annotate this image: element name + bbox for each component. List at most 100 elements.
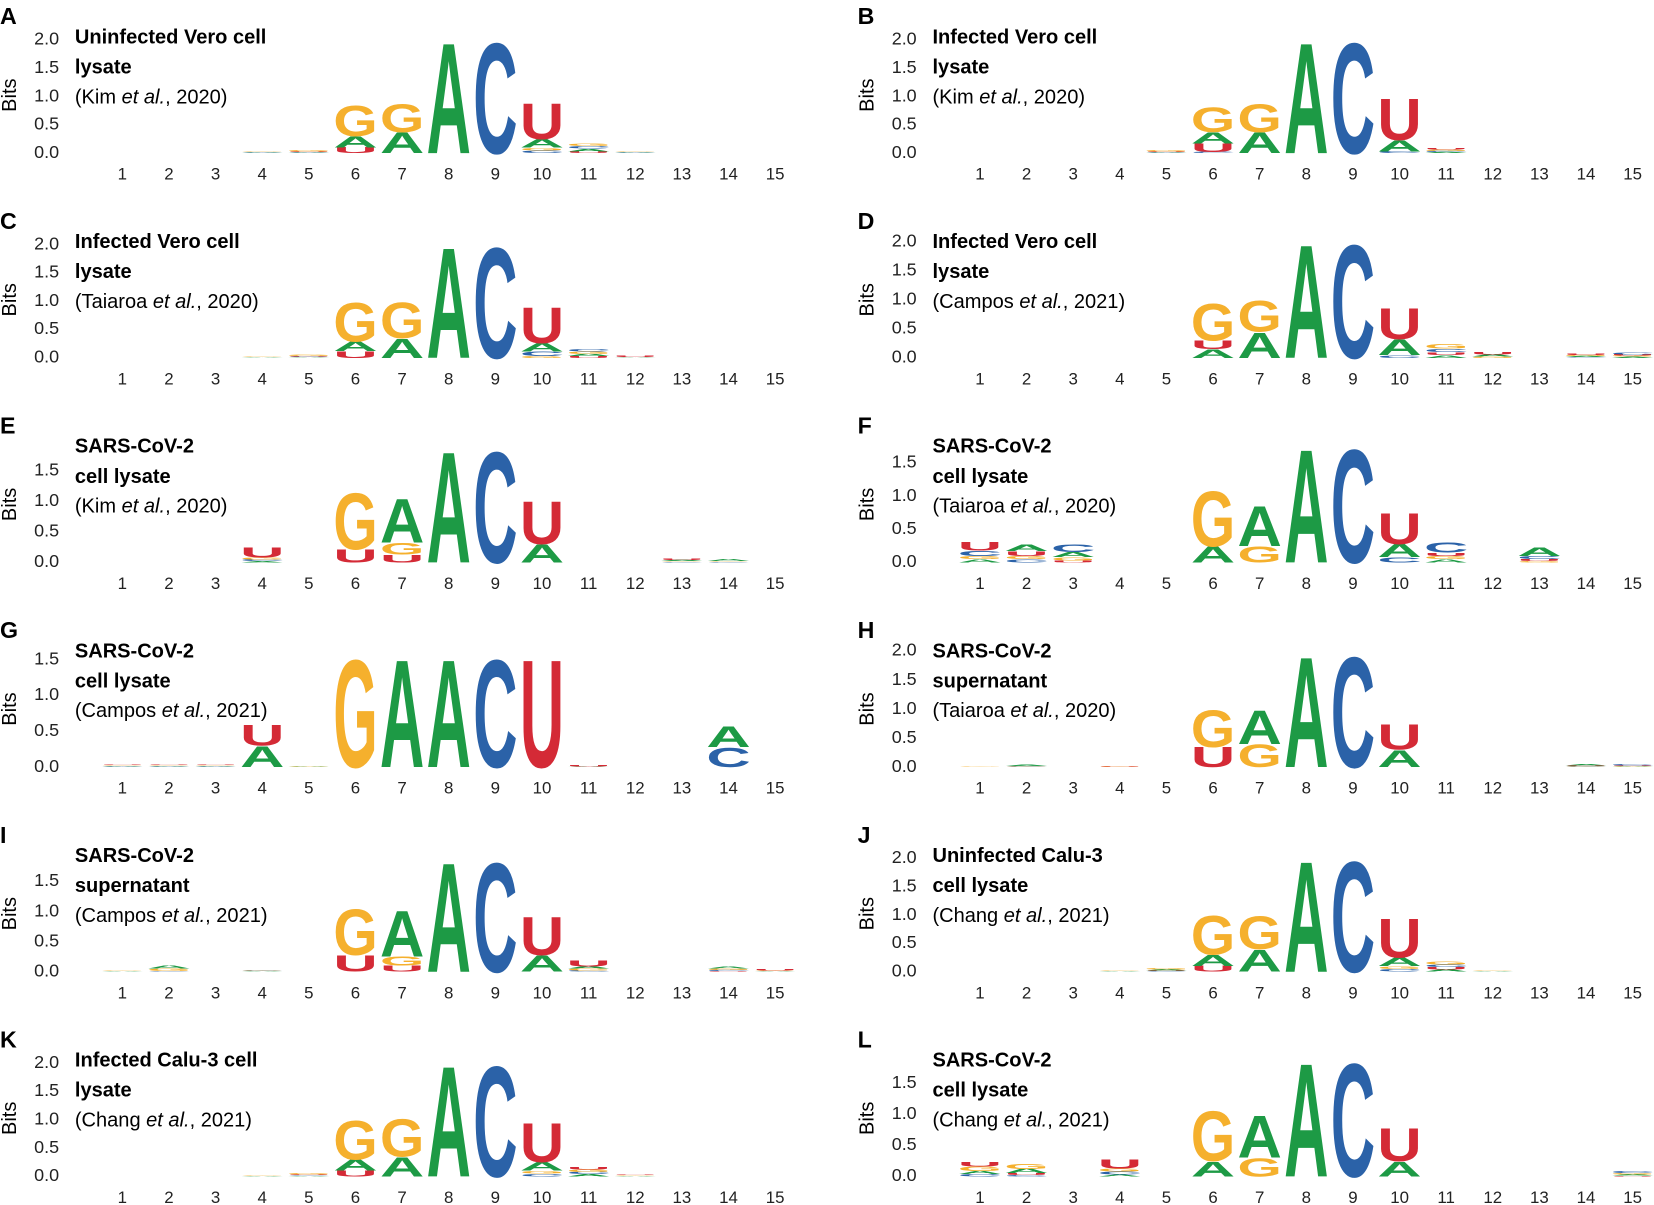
logo-letter: U: [380, 964, 424, 973]
logo-letter: A: [706, 559, 750, 562]
citation-part: et al.: [122, 496, 165, 518]
logo-letter: A: [333, 339, 377, 354]
panel-label: L: [858, 1026, 872, 1052]
x-tick-label: 4: [258, 369, 267, 388]
x-tick-label: 12: [1483, 1188, 1502, 1205]
x-tick-label: 4: [258, 983, 267, 1002]
logo-letter: G: [100, 765, 144, 766]
y-tick-label: 0.5: [34, 318, 59, 338]
panel-label: B: [858, 3, 875, 29]
citation-part: , 2021): [1047, 1110, 1109, 1132]
logo-letter: G: [333, 628, 377, 800]
logo-letter: A: [147, 766, 191, 767]
panel-label: C: [0, 208, 17, 234]
x-tick-label: 11: [1437, 369, 1455, 388]
x-tick-label: 15: [1623, 983, 1642, 1002]
logo-letter: C: [1611, 352, 1654, 355]
logo-letter: C: [1331, 1030, 1375, 1205]
x-tick-label: 7: [1255, 983, 1264, 1002]
logo-letter: A: [380, 899, 424, 971]
logo-letter: A: [427, 1034, 471, 1205]
logo-letter: A: [380, 628, 424, 800]
x-tick-label: 14: [1577, 1188, 1596, 1205]
logo-letter: U: [1424, 552, 1468, 557]
x-tick-label: 13: [1530, 574, 1549, 593]
x-tick-label: 12: [1483, 165, 1502, 184]
logo-letter: A: [1424, 354, 1468, 358]
logo-letter: G: [333, 97, 377, 146]
logo-letter: G: [566, 968, 610, 971]
y-axis-label: Bits: [856, 692, 878, 725]
logo-letter: G: [1191, 101, 1235, 141]
x-tick-label: 3: [211, 1188, 220, 1205]
logo-letter: G: [660, 561, 704, 562]
logo-letter: A: [1051, 550, 1095, 558]
x-tick-label: 14: [719, 165, 738, 184]
logo-letter: U: [1377, 1117, 1421, 1171]
logo-letter: A: [613, 357, 657, 358]
x-tick-label: 14: [719, 779, 738, 798]
citation-part: et al.: [979, 87, 1022, 109]
x-tick-label: 9: [491, 779, 500, 798]
logo-letter: A: [380, 333, 424, 364]
logo-letter: A: [1191, 541, 1235, 567]
x-tick-label: 5: [1162, 779, 1171, 798]
logo-letter: U: [1564, 353, 1608, 355]
x-tick-label: 12: [1483, 574, 1502, 593]
citation-part: (Kim: [75, 496, 122, 518]
logo-letter: A: [240, 971, 284, 972]
logo-letter: C: [473, 215, 517, 392]
citation-part: , 2020): [196, 291, 258, 313]
logo-letter: G: [1238, 907, 1282, 959]
logo-letter: U: [1377, 86, 1421, 153]
y-tick-label: 2.0: [892, 847, 917, 867]
logo-letter: U: [380, 553, 424, 565]
logo-letter: G: [613, 1175, 657, 1176]
logo-letter: A: [1098, 971, 1142, 972]
citation: (Kim et al., 2020): [75, 87, 228, 109]
x-tick-label: 12: [626, 165, 645, 184]
x-tick-label: 5: [304, 574, 313, 593]
logo-letter: G: [706, 968, 750, 970]
logo-letter: C: [240, 559, 284, 562]
logo-letter: C: [1004, 1175, 1048, 1177]
x-tick-label: 6: [351, 369, 360, 388]
x-tick-label: 5: [1162, 574, 1171, 593]
logo-letter: U: [1611, 765, 1654, 766]
y-axis-label: Bits: [856, 78, 878, 111]
logo-letter: G: [1377, 965, 1421, 970]
citation-part: , 2020): [1023, 87, 1085, 109]
logo-letter: C: [473, 628, 517, 800]
citation: (Taiaroa et al., 2020): [932, 701, 1116, 723]
logo-letter: G: [1191, 1097, 1235, 1176]
logo-letter: G: [1611, 355, 1654, 357]
x-tick-label: 3: [211, 779, 220, 798]
x-tick-label: 6: [351, 779, 360, 798]
x-tick-label: 9: [491, 574, 500, 593]
panel-title: Infected Vero cell: [932, 26, 1097, 48]
y-tick-label: 1.0: [34, 900, 59, 920]
logo-letter: C: [147, 765, 191, 766]
x-tick-label: 2: [164, 983, 173, 1002]
logo-letter: U: [520, 1113, 564, 1175]
y-tick-label: 0.5: [34, 720, 59, 740]
y-tick-label: 1.0: [34, 290, 59, 310]
logo-letter: A: [613, 152, 657, 153]
panel-label: E: [0, 413, 15, 439]
y-tick-label: 0.0: [892, 756, 917, 776]
y-tick-label: 2.0: [892, 640, 917, 660]
logo-letter: G: [1098, 970, 1142, 971]
logo-letter: U: [613, 1175, 657, 1176]
logo-letter: A: [753, 971, 797, 972]
logo-letter: U: [1611, 1176, 1654, 1177]
logo-letter: C: [287, 152, 331, 153]
x-tick-label: 3: [1069, 779, 1078, 798]
logo-letter: A: [1144, 969, 1188, 971]
x-tick-label: 13: [1530, 165, 1549, 184]
y-tick-label: 1.5: [892, 259, 917, 279]
logo-letter: A: [1377, 1157, 1421, 1181]
y-tick-label: 1.0: [34, 85, 59, 105]
logo-letter: A: [566, 766, 610, 767]
x-tick-label: 1: [975, 165, 984, 184]
logo-letter: U: [958, 540, 1002, 553]
